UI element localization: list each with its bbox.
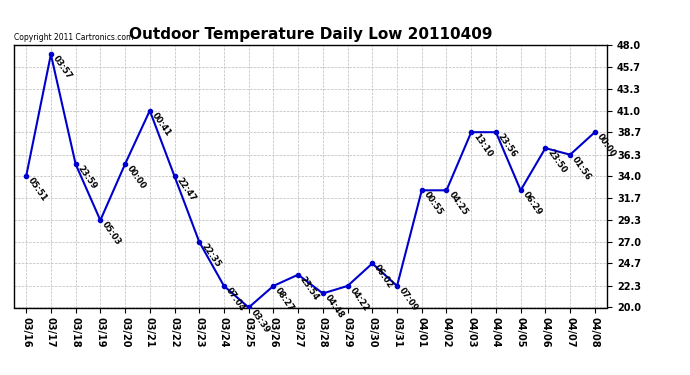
Text: 22:47: 22:47 [175, 176, 197, 203]
Text: 06:29: 06:29 [521, 190, 543, 217]
Text: 00:00: 00:00 [125, 164, 148, 191]
Text: 03:39: 03:39 [248, 308, 271, 334]
Text: 05:03: 05:03 [100, 220, 123, 247]
Text: Copyright 2011 Cartronics.com: Copyright 2011 Cartronics.com [14, 33, 133, 42]
Title: Outdoor Temperature Daily Low 20110409: Outdoor Temperature Daily Low 20110409 [129, 27, 492, 42]
Text: 04:48: 04:48 [323, 293, 346, 320]
Text: 04:22: 04:22 [348, 286, 371, 313]
Text: 00:55: 00:55 [422, 190, 444, 217]
Text: 01:56: 01:56 [570, 154, 593, 182]
Text: 04:25: 04:25 [446, 190, 469, 217]
Text: 08:27: 08:27 [273, 286, 296, 313]
Text: 07:09: 07:09 [397, 286, 420, 313]
Text: 22:35: 22:35 [199, 242, 222, 269]
Text: 00:00: 00:00 [595, 132, 618, 159]
Text: 23:50: 23:50 [545, 148, 568, 175]
Text: 03:57: 03:57 [51, 54, 73, 81]
Text: 13:10: 13:10 [471, 132, 494, 159]
Text: 00:41: 00:41 [150, 111, 172, 138]
Text: 23:56: 23:56 [496, 132, 519, 159]
Text: 23:59: 23:59 [76, 164, 98, 191]
Text: 05:51: 05:51 [26, 176, 49, 203]
Text: 07:04: 07:04 [224, 286, 246, 313]
Text: 23:54: 23:54 [298, 274, 321, 302]
Text: 06:02: 06:02 [373, 263, 395, 290]
